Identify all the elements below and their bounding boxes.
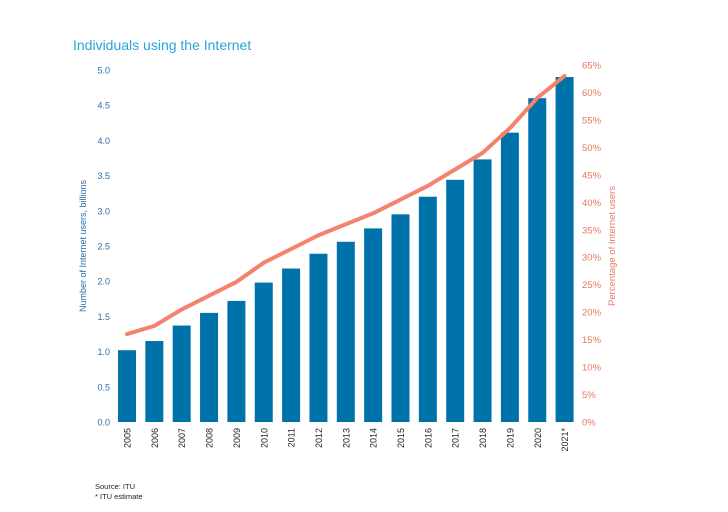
y-tick-label: 4.0 — [97, 136, 110, 146]
percentage-line — [125, 73, 567, 337]
y-tick-label: 0.5 — [97, 382, 110, 392]
bar — [555, 77, 574, 422]
y-right-tick-label: 10% — [582, 363, 602, 374]
y-right-tick-label: 0% — [582, 418, 596, 429]
x-tick-label: 2007 — [177, 428, 187, 448]
x-tick-label: 2017 — [451, 428, 461, 448]
y-right-tick-label: 50% — [582, 143, 602, 154]
y-tick-label: 3.5 — [97, 171, 110, 181]
x-tick-label: 2018 — [478, 428, 488, 448]
estimate-note: * ITU estimate — [95, 492, 143, 501]
source-note: Source: ITU — [95, 482, 136, 491]
y-right-tick-label: 45% — [582, 170, 602, 181]
y-right-axis-label: Percentage of Internet users — [607, 186, 618, 306]
bar — [336, 241, 355, 422]
bar — [391, 214, 410, 422]
y-right-tick-label: 65% — [582, 61, 602, 72]
x-tick-label: 2005 — [123, 428, 133, 448]
y-tick-label: 5.0 — [97, 66, 110, 76]
x-tick-label: 2020 — [533, 428, 543, 448]
bar — [364, 228, 383, 422]
bar — [500, 132, 519, 422]
y-right-tick-label: 35% — [582, 225, 602, 236]
y-tick-label: 4.5 — [97, 101, 110, 111]
y-right-tick-label: 30% — [582, 253, 602, 264]
y-tick-label: 1.0 — [97, 347, 110, 357]
x-tick-label: 2010 — [259, 428, 269, 448]
y-right-tick-label: 20% — [582, 308, 602, 319]
y-right-tick-label: 40% — [582, 198, 602, 209]
chart-title: Individuals using the Internet — [73, 37, 252, 53]
bar — [145, 341, 164, 422]
y-axis-label: Number of Internet users, billions — [78, 179, 88, 312]
x-tick-label: 2015 — [396, 428, 406, 448]
bar — [418, 196, 437, 422]
y-right-tick-label: 60% — [582, 88, 602, 99]
bar — [282, 268, 301, 422]
x-tick-label: 2014 — [369, 428, 379, 448]
bar — [446, 179, 465, 422]
bar — [200, 312, 219, 422]
bar — [118, 350, 136, 422]
bar — [254, 282, 273, 422]
x-tick-label: 2021* — [560, 428, 570, 452]
x-tick-label: 2011 — [287, 428, 297, 447]
y-right-tick-label: 25% — [582, 280, 602, 291]
bar — [528, 98, 547, 422]
bar — [172, 325, 191, 422]
x-tick-label: 2016 — [423, 428, 433, 448]
y-tick-label: 3.0 — [97, 206, 110, 216]
y-right-tick-label: 15% — [582, 335, 602, 346]
bar — [227, 300, 246, 422]
bar — [309, 253, 328, 422]
x-tick-label: 2006 — [150, 428, 160, 448]
y-tick-label: 0.0 — [97, 418, 110, 428]
y-right-tick-label: 5% — [582, 390, 596, 401]
y-tick-label: 1.5 — [97, 312, 110, 322]
y-tick-label: 2.0 — [97, 277, 110, 287]
x-tick-label: 2013 — [341, 428, 351, 448]
bar — [473, 159, 492, 422]
y-tick-label: 2.5 — [97, 242, 110, 252]
x-tick-label: 2012 — [314, 428, 324, 448]
x-tick-label: 2009 — [232, 428, 242, 448]
y-right-tick-label: 55% — [582, 115, 602, 126]
x-tick-label: 2008 — [205, 428, 215, 448]
x-tick-label: 2019 — [505, 428, 515, 448]
